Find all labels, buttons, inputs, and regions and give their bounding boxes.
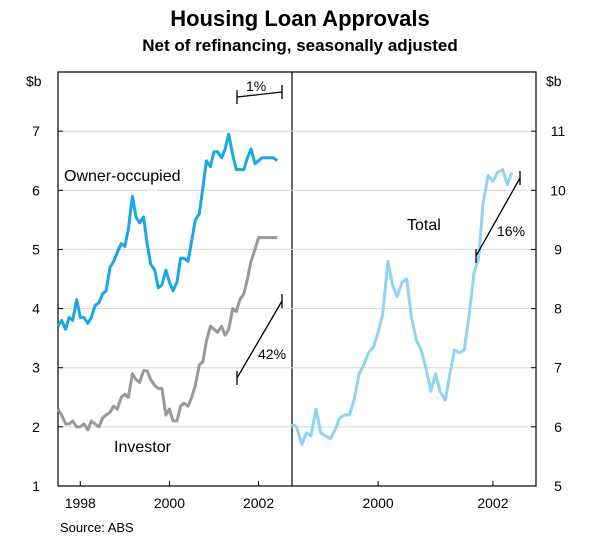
right-axis: $b 5 6 7 8 9 10 11 2000 2002 (363, 73, 566, 511)
left-y-tick-label: 7 (32, 123, 40, 139)
left-x-tick-label: 2002 (243, 495, 274, 511)
right-x-tick-label: 2000 (363, 495, 394, 511)
series-layer (56, 132, 514, 447)
left-y-tick-label: 6 (32, 182, 40, 198)
annotation-1-percent: 1% (246, 78, 266, 94)
right-y-tick-label: 10 (550, 182, 566, 198)
left-y-tick-label: 2 (32, 419, 40, 435)
series-label-owner-occupied: Owner-occupied (64, 168, 181, 185)
right-y-tick-label: 7 (554, 360, 562, 376)
left-x-tick-label: 1998 (65, 495, 96, 511)
series-labels: Owner-occupied Investor Total (64, 168, 441, 456)
left-y-tick-label: 4 (32, 301, 40, 317)
series-line-owner-occupied (56, 132, 279, 331)
right-y-tick-label: 9 (554, 241, 562, 257)
left-y-tick-label: 3 (32, 360, 40, 376)
series-line-total (291, 168, 514, 447)
growth-annotations: 1% 42% 16% (236, 78, 525, 385)
source-note: Source: ABS (60, 520, 134, 535)
left-y-tick-label: 5 (32, 241, 40, 257)
right-x-tick-label: 2002 (477, 495, 508, 511)
chart-frame (57, 71, 537, 487)
left-x-tick-label: 2000 (154, 495, 185, 511)
right-y-tick-label: 6 (554, 419, 562, 435)
annotation-total-change: 16% (475, 171, 525, 263)
right-y-tick-label: 5 (554, 478, 562, 494)
annotation-investor-change: 42% (236, 294, 286, 385)
annotation-16-percent: 16% (497, 223, 525, 239)
chart-subtitle: Net of refinancing, seasonally adjusted (142, 36, 458, 55)
left-y-axis-label: $b (26, 73, 42, 89)
left-axis: $b 1 2 3 4 5 6 7 1998 2000 2002 (26, 73, 274, 511)
left-y-tick-label: 1 (32, 478, 40, 494)
series-label-investor: Investor (114, 439, 172, 456)
right-y-tick-label: 11 (551, 123, 566, 139)
plot-border (57, 71, 537, 487)
right-y-axis-label: $b (546, 73, 562, 89)
chart-title: Housing Loan Approvals (170, 6, 430, 31)
series-line-investor (56, 236, 278, 432)
annotation-owner-occupied-change: 1% (236, 78, 283, 104)
annotation-42-percent: 42% (258, 346, 286, 362)
series-label-total: Total (407, 217, 441, 234)
right-y-tick-label: 8 (554, 301, 562, 317)
